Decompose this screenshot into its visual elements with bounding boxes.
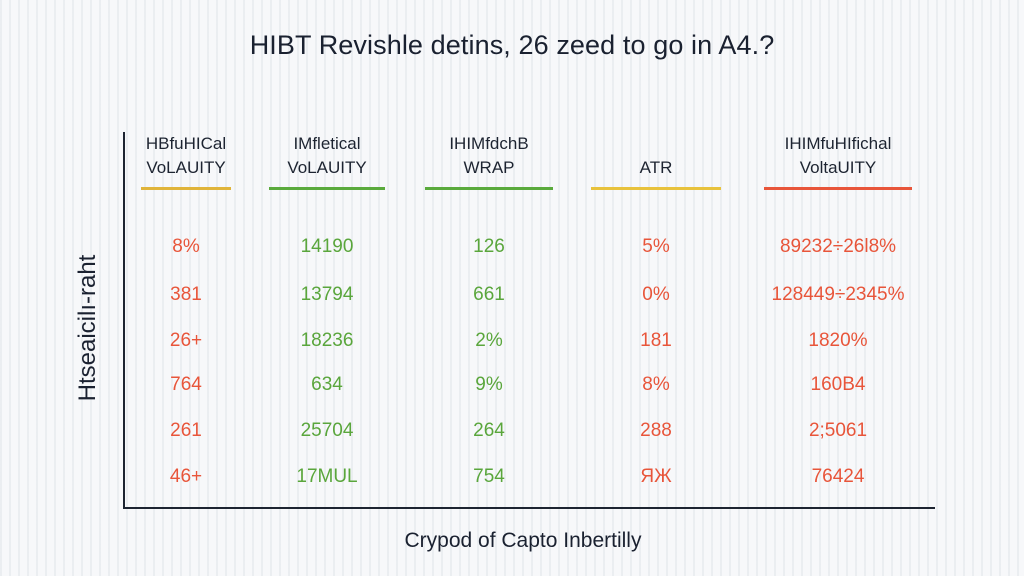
table-cell: 1820%: [808, 330, 868, 351]
table-cell: 14190: [300, 236, 354, 257]
column-header-line: [571, 132, 741, 156]
column-header-2: IMfletical VoLAUITY: [242, 132, 412, 180]
table-cell: 288: [640, 420, 672, 441]
table-cell: 128449÷2345%: [771, 284, 905, 305]
column-header-4: ATR: [571, 132, 741, 180]
table-cell: 17MUL: [296, 466, 358, 487]
table-cell: 26+: [169, 330, 203, 351]
y-axis-label: Htseaicilı-raht: [74, 254, 101, 402]
table-cell: 181: [640, 330, 672, 351]
column-header-line: ATR: [639, 158, 673, 177]
table-cell: 13794: [300, 284, 354, 305]
column-header-line: VoLAUITY: [146, 158, 226, 177]
column-underline-2: [269, 187, 385, 190]
table-cell: 2%: [475, 330, 503, 351]
table-cell: 754: [473, 466, 505, 487]
table-cell: 76424: [811, 466, 865, 487]
table-cell: 5%: [642, 236, 670, 257]
column-header-1: HBfuHICal VoLAUITY: [101, 132, 271, 180]
column-header-3: IHIMfdchB WRAP: [404, 132, 574, 180]
column-header-5: IHIMfuHIfichal VoltaUITY: [753, 132, 923, 180]
table-cell: 25704: [300, 420, 354, 441]
table-cell: 661: [473, 284, 505, 305]
chart-title: HIBT Revishle detins, 26 zeed to go in A…: [249, 30, 775, 60]
column-underline-4: [591, 187, 721, 190]
table-cell: 0%: [642, 284, 670, 305]
table-cell: 634: [311, 374, 343, 395]
column-header-line: IHIMfdchB: [449, 134, 529, 153]
table-cell: 8%: [642, 374, 670, 395]
table-cell: 264: [473, 420, 505, 441]
column-header-line: IHIMfuHIfichal: [784, 134, 892, 153]
column-underline-1: [141, 187, 231, 190]
table-cell: 9%: [475, 374, 503, 395]
table-cell: 46+: [169, 466, 203, 487]
table-cell: 2;5061: [808, 420, 868, 441]
column-underline-5: [764, 187, 912, 190]
table-cell: 89232÷26l8%: [779, 236, 897, 257]
column-header-line: WRAP: [463, 158, 515, 177]
table-cell: 126: [473, 236, 505, 257]
column-underline-3: [425, 187, 553, 190]
column-header-line: HBfuHICal: [145, 134, 227, 153]
table-cell: ЯЖ: [640, 466, 672, 487]
table-cell: 160B4: [810, 374, 866, 395]
table-cell: 18236: [300, 330, 354, 351]
table-cell: 381: [170, 284, 202, 305]
x-axis-label: Crypod of Capto Inbertilly: [404, 529, 642, 552]
column-header-line: IMfletical: [293, 134, 361, 153]
column-header-line: VoltaUITY: [799, 158, 877, 177]
table-cell: 261: [170, 420, 202, 441]
table-cell: 764: [170, 374, 202, 395]
table-cell: 8%: [172, 236, 200, 257]
column-header-line: VoLAUITY: [287, 158, 367, 177]
